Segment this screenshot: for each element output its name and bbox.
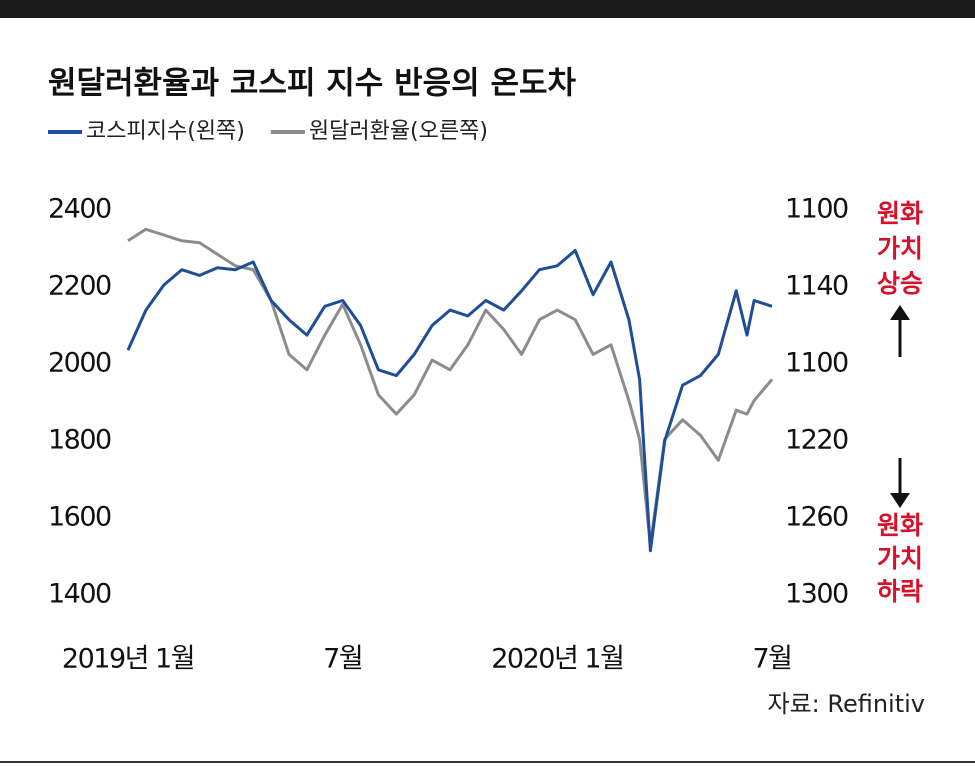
- y-tick-label: 1600: [48, 502, 111, 533]
- x-tick-label: 7월: [323, 644, 362, 675]
- x-tick-label: 2020년 1월: [491, 644, 623, 675]
- y-tick-label: 1800: [48, 425, 111, 456]
- series-line: [127, 227, 774, 547]
- x-tick-label: 2019년 1월: [62, 644, 194, 675]
- source: 자료: Refinitiv: [767, 690, 925, 718]
- annotation: 하락: [877, 577, 923, 606]
- arrow-up: [890, 305, 910, 357]
- x-tick-label: 7월: [752, 644, 791, 675]
- y-tick-label: 1400: [48, 579, 111, 610]
- y-tick-label: 2000: [48, 348, 111, 379]
- y-tick-label: 2200: [48, 271, 111, 302]
- y2-tick-label: 1260: [785, 502, 848, 533]
- annotation: 상승: [877, 269, 923, 298]
- y2-tick-label: 1100: [785, 194, 848, 225]
- legend-label: 코스피지수(왼쪽): [86, 119, 245, 144]
- y2-tick-label: 1100: [785, 348, 848, 379]
- annotation: 원화: [877, 199, 923, 228]
- annotation: 원화: [877, 511, 923, 540]
- chart-title: 원달러환율과 코스피 지수 반응의 온도차: [48, 66, 576, 102]
- arrow-down: [890, 458, 910, 508]
- top-bar: [0, 0, 975, 18]
- y2-tick-label: 1300: [785, 579, 848, 610]
- annotation: 가치: [877, 234, 923, 263]
- legend-label: 원달러환율(오른쪽): [309, 119, 488, 144]
- y-tick-label: 2400: [48, 194, 111, 225]
- annotation: 가치: [877, 544, 923, 573]
- y2-tick-label: 1220: [785, 425, 848, 456]
- y2-tick-label: 1140: [785, 271, 848, 302]
- series-line: [126, 248, 773, 553]
